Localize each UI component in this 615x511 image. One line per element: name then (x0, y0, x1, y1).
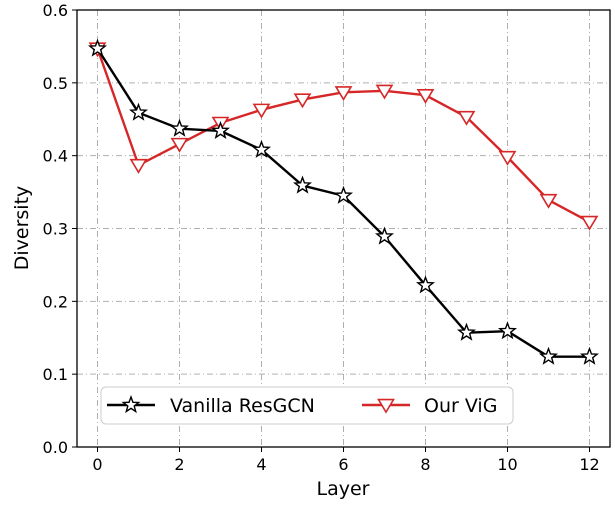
legend: Vanilla ResGCN Our ViG (100, 386, 514, 425)
x-tick-label: 2 (174, 455, 184, 474)
x-tick-label: 4 (256, 455, 266, 474)
x-tick-label: 6 (338, 455, 348, 474)
y-tick-label: 0.1 (43, 365, 68, 384)
data-point-vanilla-resgcn (128, 102, 149, 121)
data-point-vanilla-resgcn (415, 275, 436, 294)
y-tick-label: 0.0 (43, 438, 68, 457)
x-tick-label: 12 (579, 455, 599, 474)
legend-items (107, 394, 410, 414)
data-point-our-vig (498, 150, 517, 166)
legend-marker-vanilla-resgcn (121, 394, 141, 414)
data-point-vanilla-resgcn (169, 118, 190, 137)
legend-box (100, 386, 514, 425)
axis-ticks: 0.0 0.1 0.2 0.3 0.4 0.5 0.6 0 2 4 6 8 10 12 (43, 1, 600, 474)
x-tick-label: 0 (92, 455, 102, 474)
y-tick-label: 0.3 (43, 220, 68, 239)
data-point-our-vig (416, 89, 435, 104)
y-tick-label: 0.4 (43, 147, 68, 166)
data-point-vanilla-resgcn (579, 346, 600, 365)
y-tick-label: 0.2 (43, 292, 68, 311)
x-tick-label: 8 (420, 455, 430, 474)
data-point-our-vig (129, 158, 148, 174)
data-point-our-vig (334, 86, 353, 101)
legend-marker-our-vig (377, 398, 395, 414)
series-vanilla-resgcn (87, 38, 600, 365)
data-point-our-vig (252, 103, 271, 119)
data-point-our-vig (539, 193, 558, 209)
data-point-our-vig (170, 137, 189, 153)
data-point-vanilla-resgcn (87, 38, 108, 57)
data-point-our-vig (580, 215, 599, 231)
legend-label-vanilla-resgcn: Vanilla ResGCN (170, 395, 315, 417)
series-layer (87, 38, 600, 365)
legend-label-our-vig: Our ViG (424, 395, 497, 417)
x-axis-label: Layer (317, 478, 370, 500)
y-tick-label: 0.6 (43, 1, 68, 20)
data-point-our-vig (293, 93, 312, 109)
series-our-vig (88, 42, 599, 231)
data-point-our-vig (375, 84, 394, 100)
y-tick-label: 0.5 (43, 74, 68, 93)
y-axis-label: Diversity (11, 186, 33, 271)
data-point-vanilla-resgcn (456, 322, 477, 341)
x-tick-label: 10 (497, 455, 517, 474)
data-point-vanilla-resgcn (497, 321, 518, 340)
data-point-vanilla-resgcn (538, 346, 559, 365)
data-point-vanilla-resgcn (210, 120, 231, 139)
data-point-vanilla-resgcn (292, 175, 313, 194)
data-point-vanilla-resgcn (374, 226, 395, 245)
data-point-vanilla-resgcn (251, 139, 272, 158)
grid (77, 10, 610, 447)
data-point-our-vig (457, 110, 476, 126)
data-point-vanilla-resgcn (333, 185, 354, 204)
